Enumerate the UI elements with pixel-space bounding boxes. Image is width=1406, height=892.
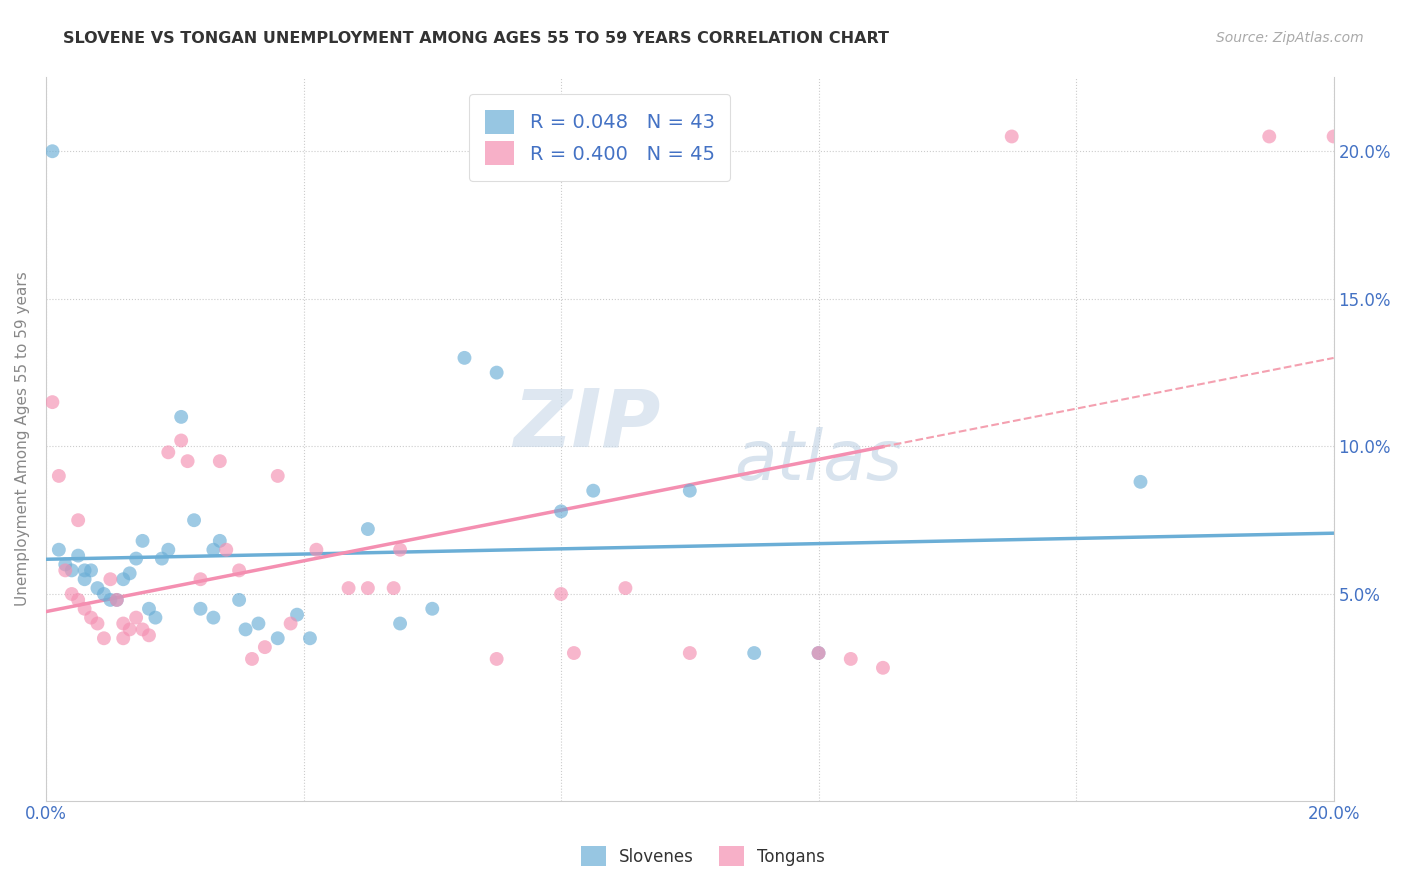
Point: [86, 616, 108, 631]
Point: [382, 581, 405, 595]
Point: [41, 395, 63, 409]
Text: ZIP: ZIP: [513, 385, 661, 464]
Point: [183, 513, 205, 527]
Point: [202, 542, 225, 557]
Point: [247, 616, 270, 631]
Point: [235, 623, 257, 637]
Point: [170, 434, 193, 448]
Point: [267, 632, 290, 646]
Point: [86, 581, 108, 595]
Point: [240, 652, 263, 666]
Point: [150, 551, 173, 566]
Point: [53, 558, 76, 572]
Point: [48, 542, 70, 557]
Point: [60, 563, 83, 577]
Point: [80, 563, 103, 577]
Point: [157, 542, 180, 557]
Point: [48, 469, 70, 483]
Point: [60, 587, 83, 601]
Point: [73, 572, 96, 586]
Point: [420, 601, 443, 615]
Text: Source: ZipAtlas.com: Source: ZipAtlas.com: [1216, 31, 1364, 45]
Y-axis label: Unemployment Among Ages 55 to 59 years: Unemployment Among Ages 55 to 59 years: [15, 272, 30, 607]
Point: [839, 652, 862, 666]
Point: [53, 563, 76, 577]
Point: [679, 646, 702, 660]
Point: [453, 351, 475, 365]
Point: [157, 445, 180, 459]
Point: [145, 610, 167, 624]
Point: [742, 646, 765, 660]
Point: [125, 551, 148, 566]
Point: [98, 572, 121, 586]
Point: [1323, 129, 1346, 144]
Point: [190, 572, 212, 586]
Point: [105, 593, 128, 607]
Point: [125, 610, 148, 624]
Point: [337, 581, 360, 595]
Point: [485, 652, 508, 666]
Point: [582, 483, 605, 498]
Point: [67, 549, 90, 563]
Point: [1001, 129, 1024, 144]
Point: [202, 610, 225, 624]
Point: [357, 522, 380, 536]
Point: [228, 563, 250, 577]
Point: [228, 593, 250, 607]
Point: [105, 593, 128, 607]
Point: [298, 632, 321, 646]
Point: [208, 533, 231, 548]
Text: SLOVENE VS TONGAN UNEMPLOYMENT AMONG AGES 55 TO 59 YEARS CORRELATION CHART: SLOVENE VS TONGAN UNEMPLOYMENT AMONG AGE…: [63, 31, 889, 46]
Point: [80, 610, 103, 624]
Point: [267, 469, 290, 483]
Point: [280, 616, 302, 631]
Point: [1129, 475, 1152, 489]
Point: [614, 581, 637, 595]
Point: [285, 607, 308, 622]
Point: [131, 623, 153, 637]
Text: atlas: atlas: [734, 427, 903, 494]
Point: [807, 646, 830, 660]
Point: [41, 145, 63, 159]
Legend: Slovenes, Tongans: Slovenes, Tongans: [572, 838, 834, 875]
Point: [208, 454, 231, 468]
Point: [73, 563, 96, 577]
Point: [118, 566, 141, 581]
Point: [190, 601, 212, 615]
Point: [253, 640, 276, 654]
Point: [131, 533, 153, 548]
Point: [112, 616, 135, 631]
Point: [93, 587, 115, 601]
Point: [112, 572, 135, 586]
Point: [389, 542, 412, 557]
Point: [118, 623, 141, 637]
Point: [112, 632, 135, 646]
Point: [550, 504, 572, 518]
Point: [73, 601, 96, 615]
Point: [93, 632, 115, 646]
Point: [138, 628, 160, 642]
Point: [98, 593, 121, 607]
Point: [138, 601, 160, 615]
Legend: R = 0.048   N = 43, R = 0.400   N = 45: R = 0.048 N = 43, R = 0.400 N = 45: [470, 95, 730, 181]
Point: [872, 661, 894, 675]
Point: [357, 581, 380, 595]
Point: [562, 646, 585, 660]
Point: [485, 366, 508, 380]
Point: [305, 542, 328, 557]
Point: [389, 616, 412, 631]
Point: [679, 483, 702, 498]
Point: [67, 513, 90, 527]
Point: [215, 542, 238, 557]
Point: [550, 587, 572, 601]
Point: [1258, 129, 1281, 144]
Point: [67, 593, 90, 607]
Point: [176, 454, 198, 468]
Point: [170, 409, 193, 424]
Point: [807, 646, 830, 660]
